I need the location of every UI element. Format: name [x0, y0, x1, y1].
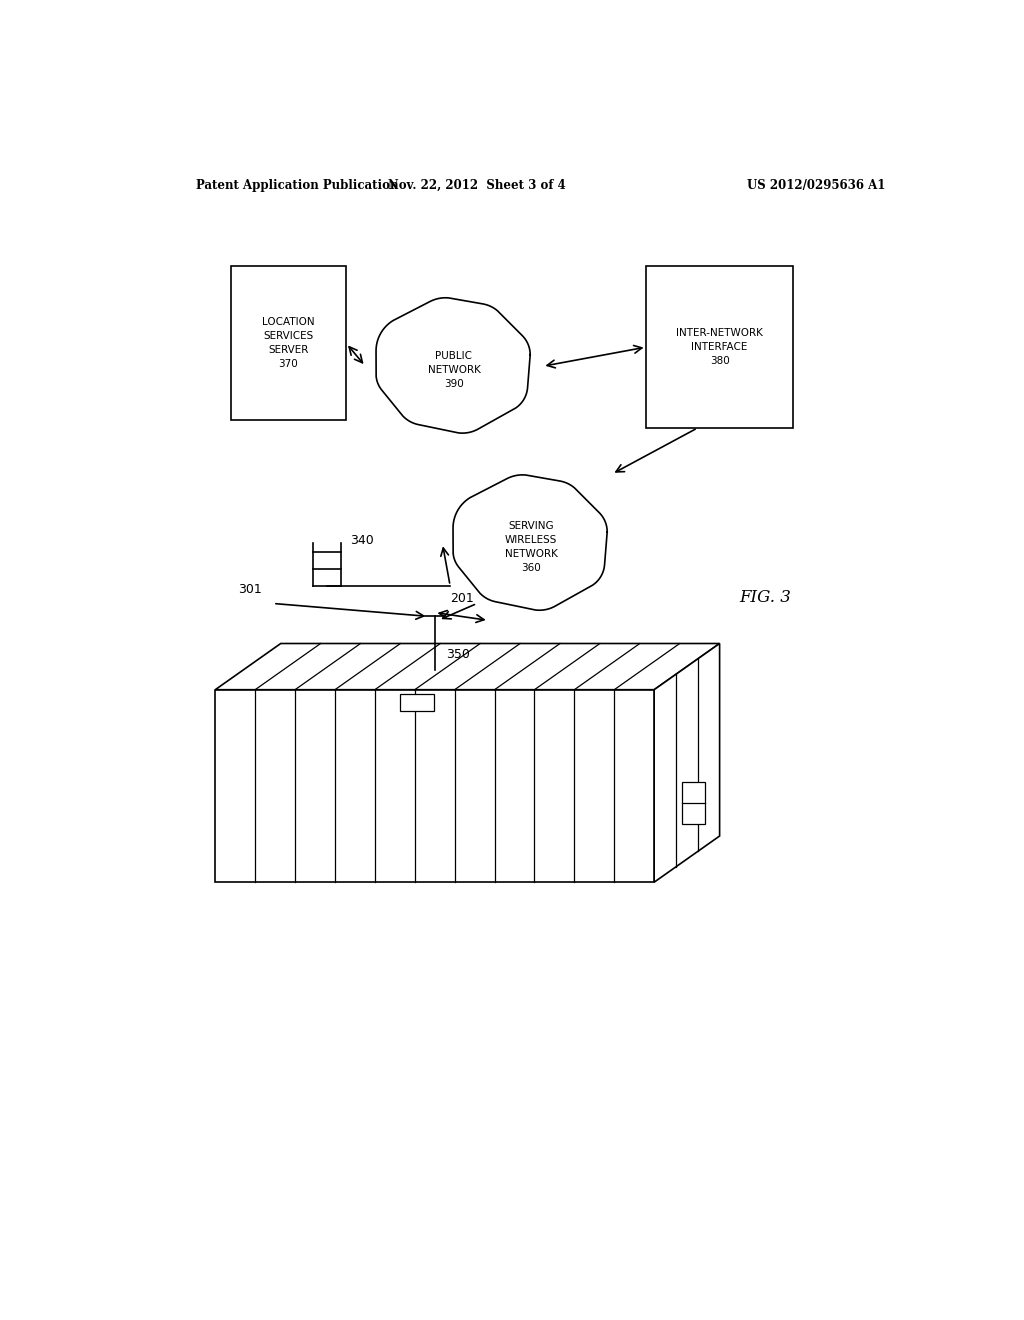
- Polygon shape: [453, 475, 607, 610]
- Polygon shape: [215, 644, 720, 689]
- Text: 340: 340: [350, 535, 374, 548]
- Text: INTER-NETWORK
INTERFACE
380: INTER-NETWORK INTERFACE 380: [676, 329, 763, 366]
- Polygon shape: [215, 689, 654, 882]
- Text: SERVING
WIRELESS
NETWORK
360: SERVING WIRELESS NETWORK 360: [505, 521, 557, 573]
- Text: Nov. 22, 2012  Sheet 3 of 4: Nov. 22, 2012 Sheet 3 of 4: [388, 178, 566, 191]
- Bar: [399, 694, 434, 711]
- Text: 350: 350: [446, 648, 470, 661]
- Text: 301: 301: [238, 582, 262, 595]
- Bar: [230, 267, 346, 420]
- Polygon shape: [654, 644, 720, 882]
- Text: LOCATION
SERVICES
SERVER
370: LOCATION SERVICES SERVER 370: [262, 317, 314, 370]
- Bar: [682, 781, 705, 825]
- Polygon shape: [376, 298, 530, 433]
- Bar: [646, 267, 793, 428]
- Text: PUBLIC
NETWORK
390: PUBLIC NETWORK 390: [428, 351, 480, 389]
- Text: 201: 201: [450, 591, 474, 605]
- Text: FIG. 3: FIG. 3: [739, 589, 791, 606]
- Text: Patent Application Publication: Patent Application Publication: [196, 178, 398, 191]
- Text: US 2012/0295636 A1: US 2012/0295636 A1: [746, 178, 885, 191]
